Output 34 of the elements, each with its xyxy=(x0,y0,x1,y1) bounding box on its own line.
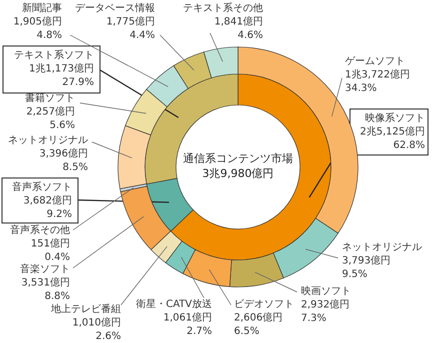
data-label: 151億円 0.4% xyxy=(30,238,70,263)
data-label: 2,257億円 5.6% xyxy=(26,106,75,131)
slice-label: テキスト系その他 xyxy=(183,2,263,14)
slice-label: データベース情報 xyxy=(75,2,155,14)
slice-label: 映画ソフト xyxy=(301,285,351,297)
data-label: 1,010億円 2.6% xyxy=(72,316,121,342)
data-label: 2兆5,125億円 62.8% xyxy=(360,126,425,151)
slice-label: 書籍ソフト xyxy=(25,92,75,104)
slice-label: 音楽ソフト xyxy=(20,263,70,275)
data-label: 1,841億円 4.6% xyxy=(214,16,263,41)
data-label: 3,682億円 9.2% xyxy=(23,194,72,220)
text: 3兆9,980億円 xyxy=(202,167,274,180)
slice-label: ネットオリジナル xyxy=(8,135,88,146)
data-label: 2,606億円 6.5% xyxy=(234,312,283,337)
text: 通信系コンテンツ市場 xyxy=(183,152,293,165)
slice-label: ゲームソフト xyxy=(345,56,405,67)
slice-label: 地上テレビ番組 xyxy=(50,303,121,315)
data-label: 3,531億円 8.8% xyxy=(21,276,70,302)
slice-label: ネットオリジナル xyxy=(342,242,422,253)
data-label: 1兆1,173億円 27.9% xyxy=(29,62,94,88)
data-label: 3,793億円 9.5% xyxy=(342,254,391,280)
data-label: 1,775億円 4.4% xyxy=(106,16,155,41)
data-label: 3,396億円 8.5% xyxy=(39,148,88,173)
slice-label: 衛星・CATV放送 xyxy=(136,298,212,310)
slice-label: ビデオソフト xyxy=(234,299,294,310)
data-label: 2,932億円 7.3% xyxy=(301,298,350,324)
slice-label: テキスト系ソフト xyxy=(14,49,94,61)
slice-label: 新聞記事 xyxy=(22,2,62,14)
data-label: 1,905億円 4.8% xyxy=(13,16,62,41)
slice-label: 音声系その他 xyxy=(10,224,70,236)
slice-label: 映像系ソフト xyxy=(365,112,425,124)
data-label: 1兆3,722億円 34.3% xyxy=(345,68,410,94)
slice-label: 音声系ソフト xyxy=(12,181,72,193)
data-label: 1,061億円 2.7% xyxy=(163,312,212,337)
